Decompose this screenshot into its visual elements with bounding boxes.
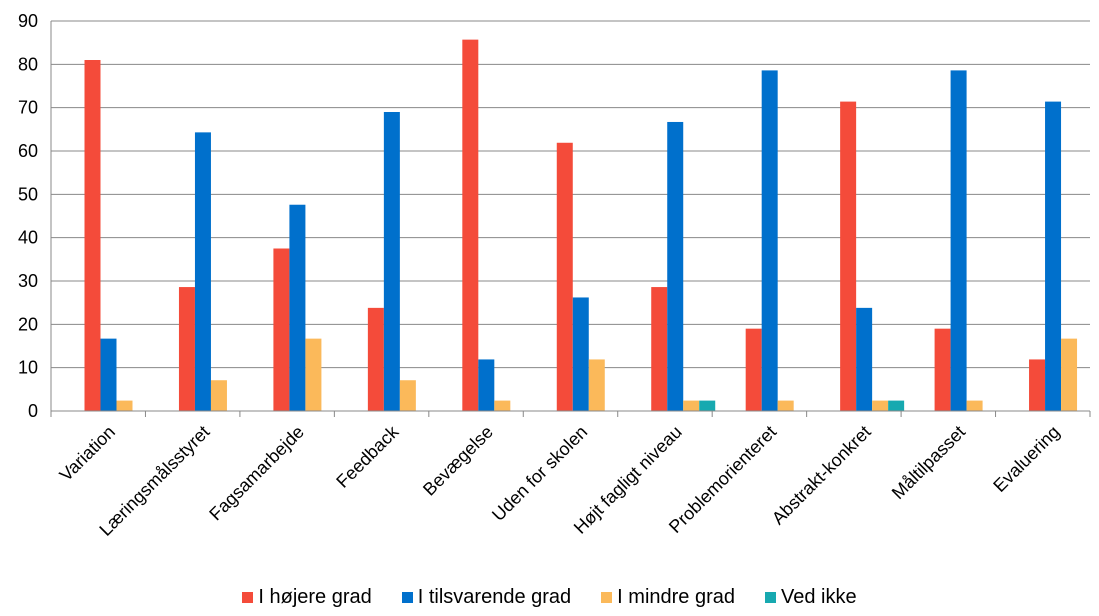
bar bbox=[683, 400, 700, 411]
y-tick-label: 50 bbox=[18, 184, 38, 204]
bar bbox=[178, 287, 195, 411]
legend-swatch bbox=[601, 592, 613, 603]
bar bbox=[462, 39, 479, 412]
bar bbox=[84, 60, 101, 411]
bar bbox=[777, 400, 794, 411]
bar bbox=[305, 338, 322, 411]
bar bbox=[478, 359, 495, 411]
y-tick-label: 20 bbox=[18, 314, 38, 334]
bar bbox=[1029, 359, 1046, 411]
bar bbox=[934, 328, 951, 411]
bar bbox=[194, 132, 211, 411]
bar bbox=[888, 400, 905, 411]
legend-label: Ved ikke bbox=[781, 586, 857, 608]
legend-label: I højere grad bbox=[258, 586, 372, 608]
bar bbox=[210, 380, 227, 411]
bar bbox=[950, 70, 967, 412]
legend-swatch bbox=[401, 592, 413, 603]
y-tick-label: 60 bbox=[18, 141, 38, 161]
bar bbox=[273, 248, 290, 411]
bar bbox=[572, 297, 589, 411]
x-tick-label: Uden for skolen bbox=[488, 422, 591, 525]
legend-swatch bbox=[765, 592, 777, 603]
bar bbox=[1045, 101, 1062, 411]
x-tick-label: Fagsamarbejde bbox=[205, 422, 308, 525]
bar bbox=[840, 101, 857, 411]
bar bbox=[367, 307, 384, 411]
legend-label: I tilsvarende grad bbox=[417, 586, 572, 608]
x-tick-label: Måltilpasset bbox=[888, 422, 969, 503]
x-tick-label: Feedback bbox=[332, 421, 403, 492]
bar bbox=[588, 359, 605, 411]
legend-item: Ved ikke bbox=[765, 586, 857, 609]
bar bbox=[100, 338, 117, 411]
chart-legend: I højere grad I tilsvarende grad I mindr… bbox=[0, 586, 1099, 609]
bar bbox=[699, 400, 716, 411]
legend-item: I højere grad bbox=[242, 586, 372, 609]
bar bbox=[651, 287, 668, 411]
bar bbox=[494, 400, 511, 411]
bar bbox=[872, 400, 889, 411]
bar bbox=[856, 307, 873, 411]
y-tick-label: 30 bbox=[18, 271, 38, 291]
legend-label: I mindre grad bbox=[617, 586, 736, 608]
legend-item: I mindre grad bbox=[601, 586, 735, 609]
y-tick-label: 40 bbox=[18, 228, 38, 248]
bar bbox=[289, 204, 306, 411]
bar bbox=[966, 400, 983, 411]
x-tick-label: Bevægelse bbox=[419, 422, 497, 500]
bar bbox=[1061, 338, 1078, 411]
y-tick-label: 0 bbox=[28, 401, 38, 421]
bar bbox=[399, 380, 416, 411]
bar bbox=[383, 112, 400, 411]
x-tick-label: Evaluering bbox=[989, 422, 1063, 496]
bar bbox=[556, 142, 573, 411]
x-tick-label: Variation bbox=[56, 422, 119, 485]
legend-item: I tilsvarende grad bbox=[401, 586, 572, 609]
y-tick-label: 80 bbox=[18, 54, 38, 74]
bar bbox=[116, 400, 133, 411]
y-tick-label: 70 bbox=[18, 98, 38, 118]
legend-swatch bbox=[242, 592, 254, 603]
bar bbox=[761, 70, 778, 412]
y-tick-label: 10 bbox=[18, 358, 38, 378]
x-tick-label: Abstrakt-konkret bbox=[768, 422, 875, 529]
bar bbox=[745, 328, 762, 411]
bar bbox=[667, 121, 684, 411]
y-tick-label: 90 bbox=[18, 11, 38, 31]
